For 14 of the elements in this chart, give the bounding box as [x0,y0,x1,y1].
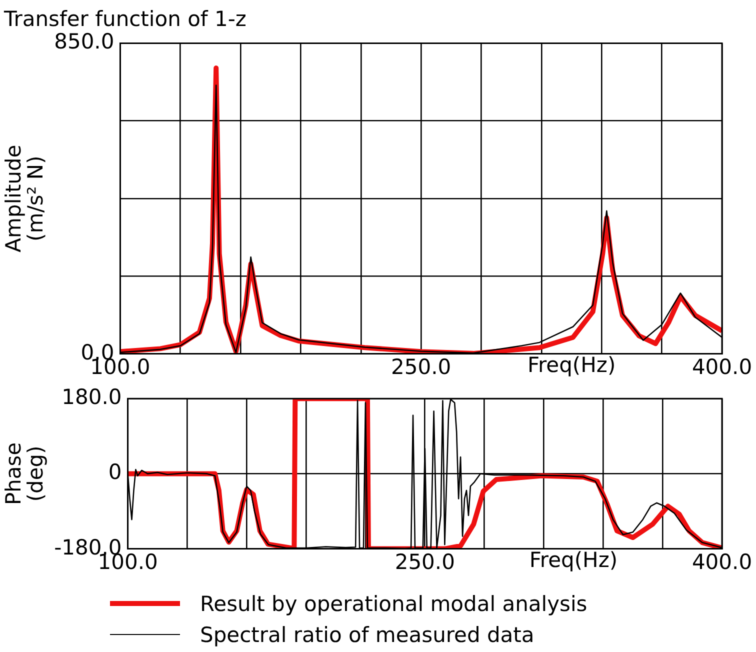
x-tick-label: 400.0 [692,354,752,379]
y-tick-label: 850.0 [54,30,114,54]
x-tick-label: 250.0 [394,550,455,574]
y-tick-label: 0 [108,460,122,484]
x-tick-label: 250.0 [391,354,452,379]
x-axis-title: Freq(Hz) [527,352,616,377]
y-tick-label: 180.0 [62,385,122,410]
chart-title: Transfer function of 1-z [3,7,246,32]
legend-label: Spectral ratio of measured data [200,622,534,646]
legend-label: Result by operational modal analysis [200,592,588,616]
y-axis-title: Amplitude (m/s² N) [1,144,48,252]
x-axis-title: Freq(Hz) [529,548,618,572]
x-tick-label: 400.0 [692,550,752,574]
y-axis-title: Phase (deg) [1,442,48,506]
